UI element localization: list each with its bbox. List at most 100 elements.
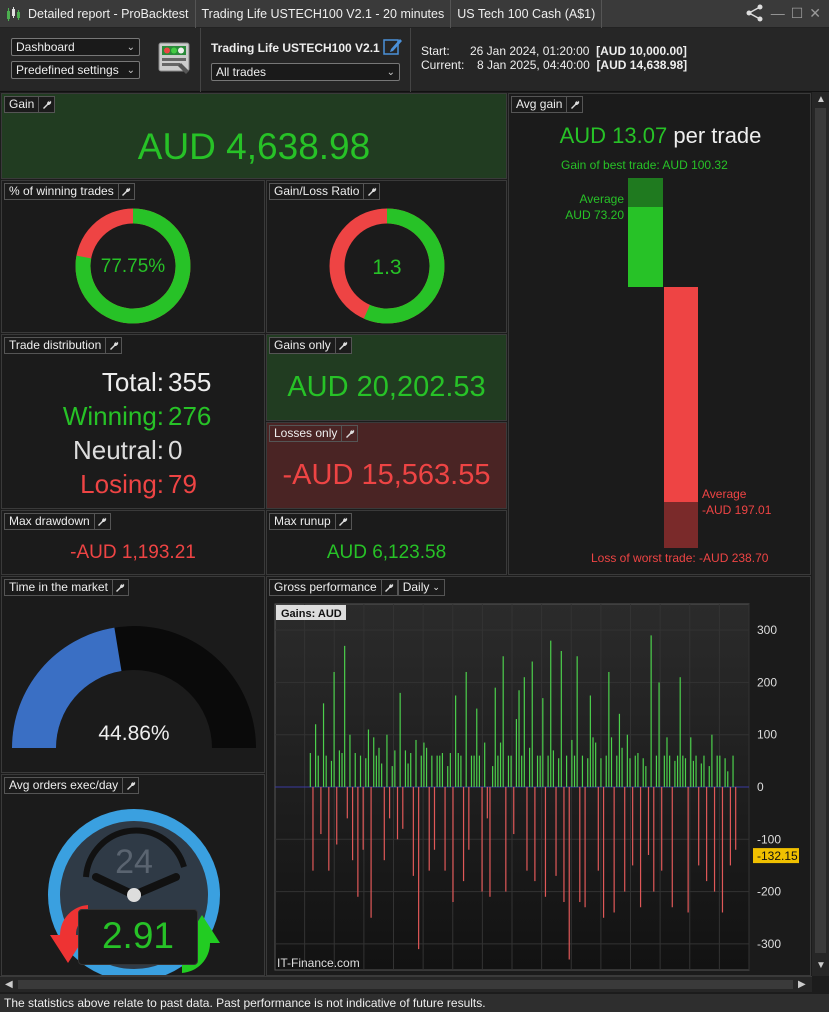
panel-title: Trade distribution	[4, 337, 123, 354]
avg-win-caption: Average	[579, 192, 624, 206]
report-settings-icon[interactable]	[158, 42, 192, 78]
trades-filter-select[interactable]: All trades ⌄	[211, 63, 400, 81]
trade-distribution-panel: Trade distribution Total: Winning: Neutr…	[1, 334, 265, 509]
y-tick-label: -200	[757, 885, 781, 899]
tab-label: Detailed report - ProBacktest	[28, 6, 189, 21]
panel-title-label: Max drawdown	[4, 513, 95, 530]
distribution-values: 355 276 0 79	[168, 365, 211, 501]
price-marker-box	[753, 848, 799, 864]
avg-loss-bar	[664, 287, 698, 502]
losses-only-panel: Losses only -AUD 15,563.55	[266, 422, 507, 509]
total-count: 355	[168, 367, 212, 397]
distribution-labels: Total: Winning: Neutral: Losing:	[2, 365, 164, 501]
chevron-down-icon: ⌄	[386, 66, 395, 78]
panel-title: Gain	[4, 96, 56, 113]
wrench-icon[interactable]	[567, 96, 584, 113]
share-icon[interactable]	[745, 4, 765, 22]
gauge-fill-arc	[12, 627, 122, 748]
wrench-icon[interactable]	[364, 183, 381, 200]
panel-title: Losses only	[269, 425, 359, 442]
orders-value-box	[78, 909, 198, 965]
neutral-count: 0	[168, 435, 183, 465]
panel-title: Avg gain	[511, 96, 584, 113]
panel-title: Max drawdown	[4, 513, 111, 530]
disclaimer-text: The statistics above relate to past data…	[4, 996, 486, 1010]
panel-title-label: Losses only	[269, 425, 343, 442]
chevron-down-icon: ⌄	[126, 41, 135, 53]
edit-icon[interactable]	[383, 37, 403, 55]
toolbar-divider	[200, 28, 201, 92]
panel-title: Gross performance Daily ⌄	[269, 579, 445, 596]
scroll-thumb[interactable]	[18, 980, 793, 989]
settings-select-value: Predefined settings	[16, 63, 119, 77]
avg-loss-label: Average -AUD 197.01	[702, 486, 771, 518]
y-tick-label: 0	[757, 780, 764, 794]
panel-title-label: % of winning trades	[4, 183, 119, 200]
gain-loss-ratio-value: 1.3	[372, 256, 402, 279]
title-bar: Detailed report - ProBacktest Trading Li…	[0, 0, 829, 28]
period-select-value: Daily	[402, 580, 430, 594]
panel-title: Time in the market	[4, 579, 129, 596]
wrench-icon[interactable]	[381, 579, 398, 596]
wrench-icon[interactable]	[335, 513, 352, 530]
gains-only-value: AUD 20,202.53	[287, 371, 486, 403]
wrench-icon[interactable]	[94, 513, 111, 530]
chevron-down-icon: ⌄	[126, 64, 135, 76]
current-capital: [AUD 14,638.98]	[596, 58, 688, 72]
panel-title-label: Gain	[4, 96, 40, 113]
avg-gain-suffix: per trade	[673, 123, 762, 148]
strategy-name: Trading Life USTECH100 V2.1	[211, 41, 380, 55]
winning-label: Winning:	[62, 401, 164, 431]
view-select[interactable]: Dashboard ⌄	[11, 38, 140, 56]
y-tick-label: -100	[757, 832, 781, 846]
time-in-market-value: 44.86%	[98, 722, 170, 745]
worst-trade-label: Loss of worst trade: -AUD 238.70	[591, 551, 769, 565]
horizontal-scrollbar[interactable]: ◀ ▶	[0, 976, 812, 992]
time-in-market-panel: Time in the market 44.86%	[1, 576, 265, 773]
start-label: Start:	[421, 44, 450, 58]
avg-win-label: Average AUD 73.20	[564, 191, 624, 223]
wrench-icon[interactable]	[342, 425, 359, 442]
y-tick-label: 200	[757, 675, 777, 689]
period-select[interactable]: Daily ⌄	[397, 579, 445, 596]
toolbar-divider	[410, 28, 411, 92]
clock-number: 24	[115, 843, 153, 881]
settings-select[interactable]: Predefined settings ⌄	[11, 61, 140, 79]
y-tick-label: 100	[757, 728, 777, 742]
wrench-icon[interactable]	[123, 777, 140, 794]
tab-detailed-report[interactable]: Detailed report - ProBacktest	[0, 0, 196, 28]
wrench-icon[interactable]	[118, 183, 135, 200]
wrench-icon[interactable]	[39, 96, 56, 113]
maximize-icon[interactable]: ☐	[790, 4, 804, 21]
close-icon[interactable]: ✕	[809, 4, 821, 21]
vertical-scrollbar[interactable]: ▲ ▼	[812, 92, 829, 976]
chevron-down-icon: ⌄	[432, 582, 440, 592]
start-info: Start: 26 Jan 2024, 01:20:00 [AUD 10,000.…	[421, 44, 687, 58]
gain-value: AUD 4,638.98	[137, 126, 371, 167]
trades-filter-value: All trades	[216, 65, 267, 79]
scroll-up-icon[interactable]: ▲	[816, 94, 826, 105]
scroll-right-icon[interactable]: ▶	[798, 979, 806, 990]
tab-strategy[interactable]: Trading Life USTECH100 V2.1 - 20 minutes	[196, 0, 452, 28]
donut-gain-arc	[329, 208, 445, 324]
panel-title-label: Time in the market	[4, 579, 113, 596]
avg-win-bar	[628, 207, 663, 287]
wrench-icon[interactable]	[335, 337, 352, 354]
wrench-icon[interactable]	[106, 337, 123, 354]
current-date: 8 Jan 2025, 04:40:00	[477, 58, 590, 72]
total-label: Total:	[101, 367, 164, 397]
scroll-left-icon[interactable]: ◀	[5, 979, 13, 990]
gains-only-panel: Gains only AUD 20,202.53	[266, 334, 507, 421]
wrench-icon[interactable]	[112, 579, 129, 596]
tab-instrument[interactable]: US Tech 100 Cash (A$1)	[451, 0, 603, 28]
max-runup-value: AUD 6,123.58	[326, 542, 447, 563]
tab-label: Trading Life USTECH100 V2.1 - 20 minutes	[201, 6, 445, 21]
gain-panel: Gain AUD 4,638.98	[1, 93, 507, 179]
time-in-market-gauge	[12, 626, 256, 748]
panel-title-label: Gains only	[269, 337, 336, 354]
scroll-down-icon[interactable]: ▼	[816, 960, 826, 971]
minimize-icon[interactable]: —	[770, 5, 785, 21]
scroll-thumb[interactable]	[815, 108, 826, 953]
neutral-label: Neutral:	[72, 435, 164, 465]
current-label: Current:	[421, 58, 465, 72]
